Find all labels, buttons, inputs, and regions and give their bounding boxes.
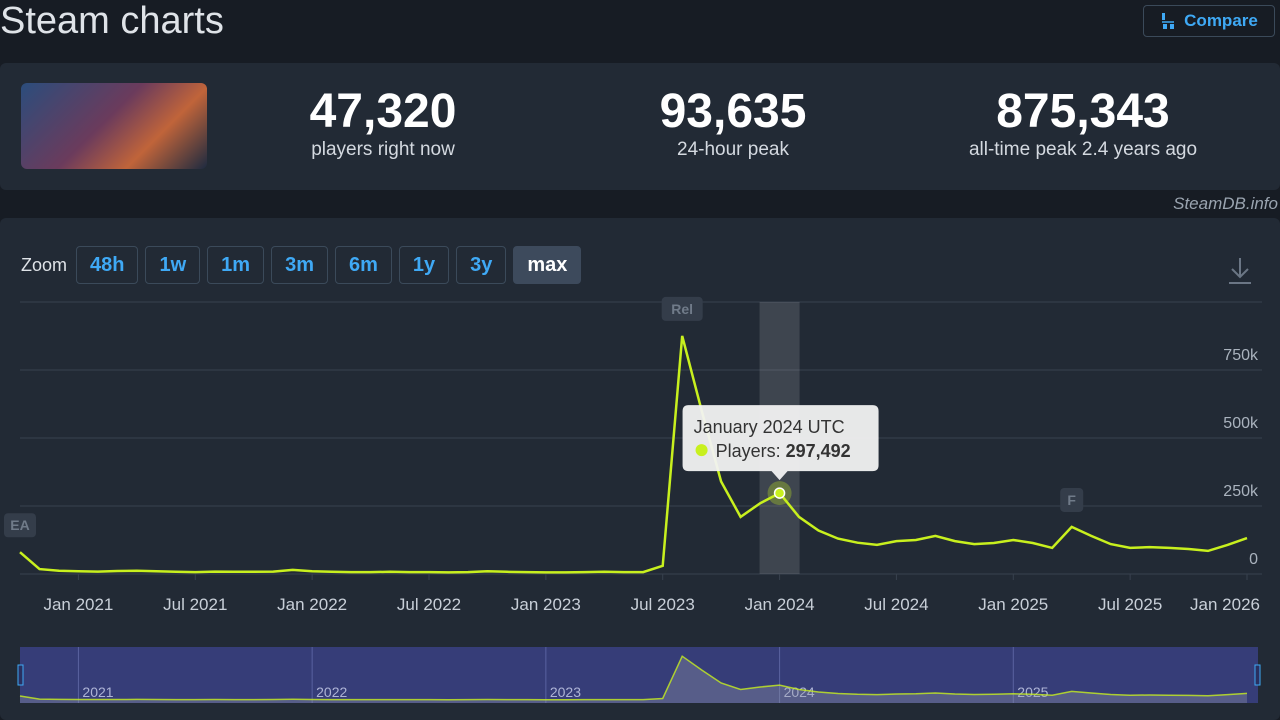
stat-value: 875,343 (996, 85, 1170, 138)
x-tick-label: Jul 2021 (163, 595, 227, 614)
zoom-button[interactable]: 1y (398, 246, 450, 284)
navigator-line (19, 655, 1248, 701)
compare-button[interactable]: Compare (1143, 5, 1275, 37)
annotation-flag (1060, 487, 1084, 512)
x-tick-label: Jul 2024 (864, 595, 928, 614)
annotation-label: Rel (671, 301, 693, 317)
y-tick-label: 0 (1249, 551, 1258, 568)
stat-value: 47,320 (309, 85, 457, 138)
stat-value: 93,635 (659, 85, 807, 138)
zoom-button[interactable]: max (513, 246, 582, 284)
stat-label: players right now (311, 139, 455, 160)
zoom-button[interactable]: 6m (334, 246, 392, 284)
y-tick-label: 250k (1223, 483, 1259, 500)
navigator-label: 2021 (82, 684, 113, 700)
zoom-button[interactable]: 1m (207, 246, 265, 284)
download-icon (1229, 258, 1251, 284)
stat: 875,343 all-time peak 2.4 years ago (923, 85, 1243, 161)
x-tick-label: Jan 2022 (277, 595, 347, 614)
zoom-button[interactable]: 48h (76, 246, 139, 284)
annotation-flag (4, 513, 36, 538)
tooltip-value: 297,492 (786, 441, 851, 461)
stats-panel: 47,320 players right now 93,635 24-hour pe… (0, 63, 1280, 190)
navigator-handle (17, 664, 24, 686)
annotation-flag (661, 296, 703, 321)
x-tick-label: Jan 2023 (511, 595, 581, 614)
x-tick-label: Jul 2025 (1098, 595, 1162, 614)
navigator-area (20, 656, 1247, 703)
compare-icon (1162, 13, 1175, 29)
zoom-button[interactable]: 3y (456, 246, 507, 284)
stat: 47,320 players right now (223, 85, 543, 161)
tooltip-row: Players: 297,492 (716, 441, 851, 461)
x-tick-label: Jan 2024 (745, 595, 815, 614)
stat: 93,635 24-hour peak (573, 85, 893, 161)
zoom-button[interactable]: 1w (145, 246, 201, 284)
annotation-label: F (1067, 492, 1076, 508)
zoom-label: Zoom (21, 254, 68, 275)
y-tick-label: 500k (1223, 415, 1259, 432)
zoom-button[interactable]: 3m (271, 246, 328, 284)
x-tick-label: Jan 2026 (1190, 595, 1260, 614)
tooltip-box (682, 405, 879, 481)
x-tick-label: Jul 2022 (397, 595, 461, 614)
tooltip-title: January 2024 UTC (694, 417, 845, 437)
stat-label: 24-hour peak (677, 139, 789, 160)
navigator-label: 2025 (1017, 684, 1048, 700)
navigator-bg (20, 647, 1258, 703)
x-tick-label: Jul 2023 (631, 595, 695, 614)
compare-label: Compare (1184, 11, 1258, 30)
annotation-label: EA (10, 517, 29, 533)
watermark: SteamDB.info (1173, 194, 1278, 213)
y-tick-label: 750k (1223, 347, 1259, 364)
series-line (19, 335, 1248, 574)
navigator-label: 2023 (550, 684, 581, 700)
tooltip-dot (695, 444, 708, 457)
tooltip-label: Players: (716, 441, 781, 461)
navigator-label: 2022 (316, 684, 347, 700)
hover-point (773, 487, 786, 499)
stat-label: all-time peak 2.4 years ago (968, 139, 1198, 160)
page-title: Steam charts (0, 0, 224, 42)
x-tick-label: Jan 2021 (43, 595, 113, 614)
navigator-handle (1254, 664, 1261, 686)
x-tick-label: Jan 2025 (978, 595, 1048, 614)
game-thumbnail (21, 83, 207, 169)
zoom-bar: Zoom 48h 1w 1m 3m 6m 1y 3y max (21, 246, 582, 284)
